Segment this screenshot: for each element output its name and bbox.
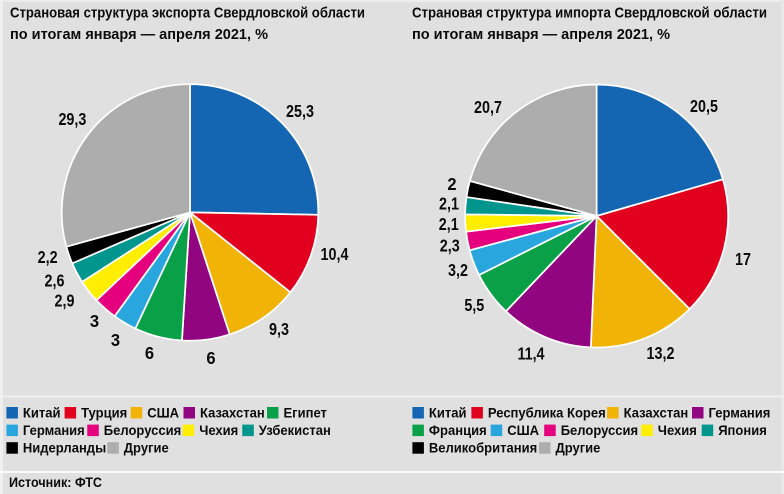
- svg-text:6: 6: [206, 348, 215, 368]
- svg-text:Чехия: Чехия: [199, 422, 238, 438]
- svg-text:по итогам января — апреля 2021: по итогам января — апреля 2021, %: [412, 27, 670, 43]
- svg-text:Источник: ФТС: Источник: ФТС: [9, 474, 102, 490]
- svg-text:2,1: 2,1: [439, 194, 459, 214]
- svg-text:Страновая структура импорта Св: Страновая структура импорта Свердловской…: [412, 6, 767, 22]
- svg-text:5,5: 5,5: [464, 295, 484, 315]
- svg-text:2,9: 2,9: [55, 291, 75, 311]
- svg-text:2,3: 2,3: [440, 236, 460, 256]
- svg-text:3: 3: [111, 330, 120, 350]
- svg-text:10,4: 10,4: [321, 244, 349, 264]
- svg-text:3,2: 3,2: [448, 260, 468, 280]
- svg-text:6: 6: [145, 343, 154, 363]
- svg-text:Германия: Германия: [23, 422, 85, 438]
- svg-text:Нидерланды: Нидерланды: [23, 440, 106, 456]
- svg-text:Другие: Другие: [124, 440, 169, 456]
- svg-text:Казахстан: Казахстан: [624, 405, 689, 421]
- svg-text:Республика Корея: Республика Корея: [488, 405, 606, 421]
- svg-text:Франция: Франция: [429, 422, 487, 438]
- svg-text:Страновая структура экспорта С: Страновая структура экспорта Свердловско…: [10, 6, 365, 22]
- svg-text:3: 3: [90, 311, 99, 331]
- svg-text:США: США: [507, 422, 539, 438]
- svg-text:Казахстан: Казахстан: [200, 405, 265, 421]
- svg-text:29,3: 29,3: [58, 109, 86, 129]
- svg-text:США: США: [147, 405, 179, 421]
- svg-text:Узбекистан: Узбекистан: [259, 422, 331, 438]
- svg-text:2,1: 2,1: [439, 214, 459, 234]
- svg-text:25,3: 25,3: [286, 101, 314, 121]
- svg-text:Чехия: Чехия: [658, 422, 697, 438]
- svg-text:Китай: Китай: [23, 405, 61, 421]
- svg-text:Белоруссия: Белоруссия: [561, 422, 638, 438]
- svg-text:9,3: 9,3: [269, 319, 289, 339]
- svg-text:2,2: 2,2: [38, 247, 58, 267]
- svg-text:Египет: Египет: [284, 405, 328, 421]
- svg-text:Другие: Другие: [556, 440, 601, 456]
- svg-text:Белоруссия: Белоруссия: [104, 422, 181, 438]
- svg-text:Китай: Китай: [429, 405, 467, 421]
- svg-text:2: 2: [447, 174, 456, 194]
- svg-text:17: 17: [735, 249, 751, 269]
- svg-text:2,6: 2,6: [45, 271, 65, 291]
- svg-text:Турция: Турция: [81, 405, 127, 421]
- svg-text:13,2: 13,2: [647, 343, 675, 363]
- svg-text:20,5: 20,5: [690, 96, 718, 116]
- svg-text:Великобритания: Великобритания: [429, 440, 537, 456]
- svg-text:Германия: Германия: [709, 405, 771, 421]
- svg-text:20,7: 20,7: [474, 97, 502, 117]
- svg-text:11,4: 11,4: [517, 344, 544, 364]
- svg-text:Япония: Япония: [718, 422, 767, 438]
- svg-text:по итогам января — апреля 2021: по итогам января — апреля 2021, %: [10, 27, 268, 43]
